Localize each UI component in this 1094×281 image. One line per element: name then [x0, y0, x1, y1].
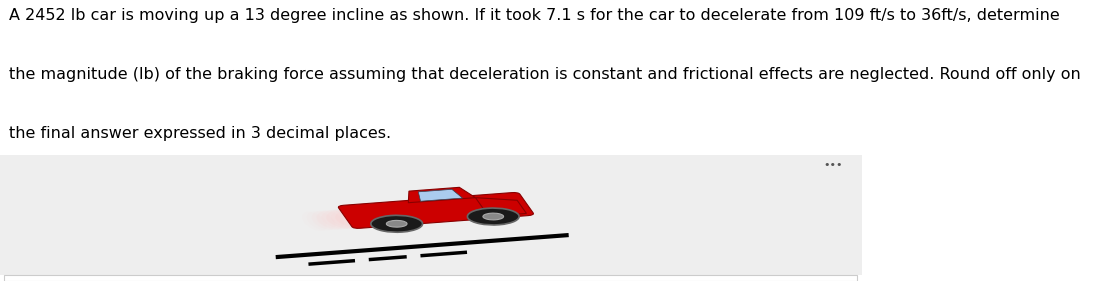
- Text: the final answer expressed in 3 decimal places.: the final answer expressed in 3 decimal …: [9, 126, 391, 141]
- Circle shape: [371, 215, 422, 232]
- Circle shape: [467, 208, 519, 225]
- Ellipse shape: [322, 210, 361, 229]
- FancyBboxPatch shape: [338, 192, 534, 228]
- Text: •••: •••: [823, 160, 842, 170]
- Polygon shape: [476, 198, 526, 216]
- Text: A 2452 lb car is moving up a 13 degree incline as shown. If it took 7.1 s for th: A 2452 lb car is moving up a 13 degree i…: [9, 8, 1059, 23]
- Ellipse shape: [307, 211, 336, 230]
- Polygon shape: [408, 187, 476, 203]
- Polygon shape: [418, 189, 463, 201]
- FancyBboxPatch shape: [4, 275, 858, 281]
- Circle shape: [386, 220, 407, 227]
- Ellipse shape: [316, 210, 352, 230]
- Ellipse shape: [330, 209, 379, 228]
- Ellipse shape: [312, 211, 345, 230]
- Circle shape: [482, 213, 503, 220]
- Ellipse shape: [336, 208, 387, 228]
- Text: the magnitude (lb) of the braking force assuming that deceleration is constant a: the magnitude (lb) of the braking force …: [9, 67, 1081, 82]
- Ellipse shape: [326, 209, 370, 228]
- FancyBboxPatch shape: [276, 155, 594, 275]
- FancyBboxPatch shape: [0, 155, 862, 275]
